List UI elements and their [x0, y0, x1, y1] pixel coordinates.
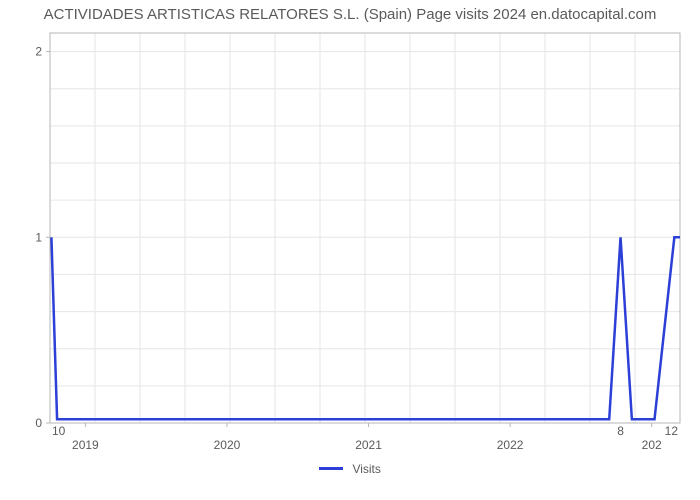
legend-label: Visits [352, 462, 380, 476]
chart-plot: 012201920202021202220210812 [10, 27, 690, 457]
svg-text:202: 202 [642, 438, 662, 452]
svg-text:2019: 2019 [72, 438, 99, 452]
svg-text:10: 10 [52, 424, 66, 438]
svg-text:2: 2 [35, 45, 42, 59]
legend: Visits [0, 457, 700, 476]
svg-text:2021: 2021 [355, 438, 382, 452]
chart-container: ACTIVIDADES ARTISTICAS RELATORES S.L. (S… [0, 0, 700, 500]
svg-text:1: 1 [35, 230, 42, 244]
chart-title: ACTIVIDADES ARTISTICAS RELATORES S.L. (S… [0, 0, 700, 27]
svg-text:8: 8 [617, 424, 624, 438]
svg-text:0: 0 [35, 416, 42, 430]
legend-swatch [319, 467, 343, 470]
svg-text:2020: 2020 [214, 438, 241, 452]
svg-text:12: 12 [665, 424, 679, 438]
svg-text:2022: 2022 [497, 438, 524, 452]
